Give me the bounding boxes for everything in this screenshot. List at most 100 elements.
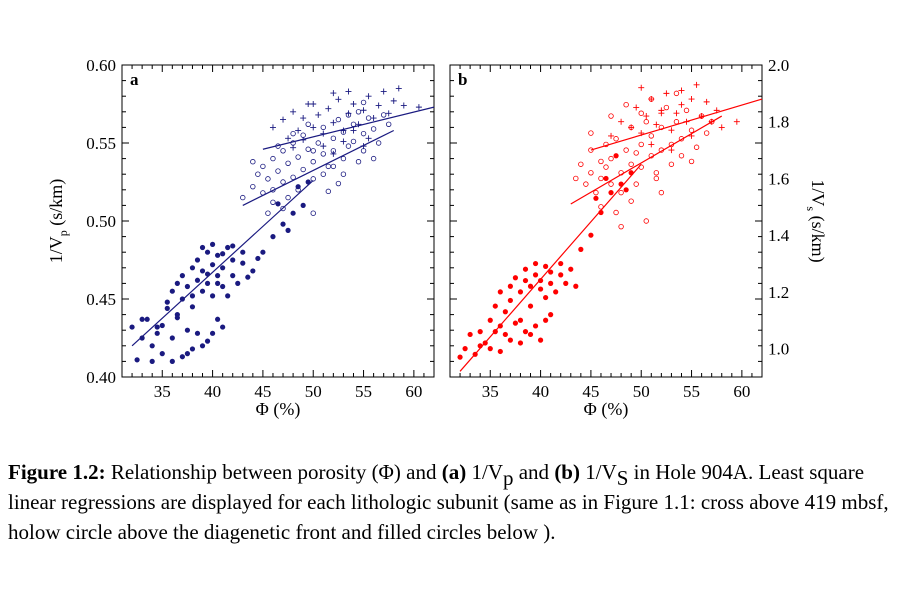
filled-circle-point [189, 346, 196, 352]
filled-circle-point [215, 252, 221, 258]
filled-circle-point [199, 288, 206, 294]
filled-circle-point [159, 351, 165, 357]
filled-circle-point [522, 329, 529, 335]
filled-circle-point [189, 293, 196, 299]
open-circle-point [638, 110, 644, 116]
panel-b: 35 40 45 50 55 60 1.0 1.2 1.4 1.6 1.8 2.0 b Φ (%) 1/Vs… [449, 56, 828, 420]
filled-circle-point [532, 272, 539, 278]
filled-circle-point [507, 297, 513, 304]
cross-point [633, 104, 640, 111]
open-circle-point [628, 124, 634, 131]
open-circle-point [355, 109, 362, 115]
filled-circle-point [220, 283, 226, 290]
filled-circle-point [245, 274, 251, 280]
cross-point [663, 90, 670, 97]
open-circle-point [578, 161, 584, 167]
open-circle-point [693, 144, 700, 150]
filled-circle-point [537, 286, 544, 292]
cross-point [305, 101, 312, 107]
filled-circle-point [189, 304, 196, 310]
open-circle-point [320, 151, 326, 157]
x-tick-label: 35 [482, 382, 499, 401]
open-circle-point [583, 181, 589, 187]
open-circle-point [335, 116, 342, 123]
open-circle-point [598, 175, 604, 182]
filled-circle-point [189, 265, 196, 271]
filled-circle-point [543, 317, 549, 323]
filled-circle-point [462, 346, 468, 352]
open-circle-point [603, 164, 609, 170]
filled-circle-point [563, 280, 569, 286]
x-tick-label: 50 [305, 382, 322, 401]
cross-point [285, 135, 292, 142]
filled-circle-point [184, 327, 191, 333]
filled-circle-point [235, 280, 241, 286]
filled-circle-point [497, 289, 503, 295]
filled-circle-point [129, 324, 135, 330]
y-tick-label: 0.45 [86, 290, 116, 309]
cross-point [693, 81, 700, 88]
cross-point [400, 102, 407, 109]
cross-point [315, 111, 322, 118]
open-circle-point [608, 181, 614, 187]
filled-circle-point [215, 273, 221, 279]
filled-circle-point [199, 343, 206, 349]
filled-circle-point [209, 241, 216, 247]
open-circle-point [608, 155, 614, 162]
filled-circle-point [522, 277, 529, 284]
x-tick-label: 60 [405, 382, 422, 401]
filled-circle-point [159, 322, 165, 329]
open-circle-point [280, 148, 286, 154]
cross-point [390, 97, 397, 104]
caption-part-b: (b) [554, 460, 580, 484]
x-axis-label: Φ (%) [256, 399, 301, 420]
filled-circle-point [184, 283, 191, 290]
filled-circle-point [194, 277, 201, 283]
filled-circle-point [169, 358, 175, 364]
caption-sub-p: p [502, 466, 514, 490]
cross-point [295, 127, 302, 134]
open-circle-point [360, 148, 367, 154]
open-circle-point [633, 181, 639, 187]
cross-point [340, 138, 347, 145]
regression-line [459, 163, 642, 372]
filled-circle-point [260, 249, 266, 255]
panel-label: a [130, 70, 139, 89]
open-circle-point [295, 154, 301, 160]
cross-point [688, 96, 695, 103]
open-circle-point [315, 140, 321, 146]
filled-circle-point [543, 294, 549, 301]
filled-circle-point [492, 303, 498, 309]
filled-circle-point [204, 280, 211, 286]
filled-circle-point [558, 260, 564, 267]
y-axis-label: 1/Vp (s/km) [46, 179, 70, 264]
filled-circle-point [194, 257, 201, 263]
x-tick-label: 45 [254, 382, 271, 401]
cross-point [673, 110, 680, 117]
filled-circle-point [527, 331, 534, 338]
open-circle-point [250, 159, 256, 165]
open-circle-point [330, 148, 337, 154]
open-circle-point [310, 148, 316, 154]
filled-circle-point [270, 234, 276, 240]
filled-circle-point [573, 283, 579, 289]
cross-point [658, 110, 665, 117]
open-circle-point [588, 147, 594, 153]
x-tick-label: 55 [683, 382, 700, 401]
caption-text-3: and [513, 460, 555, 484]
open-circle-point [275, 168, 281, 174]
y-axis-label-sub: p [56, 230, 70, 236]
open-circle-point [270, 155, 276, 162]
filled-circle-point [477, 329, 483, 335]
open-circle-point [360, 130, 367, 137]
cross-point [330, 90, 337, 97]
filled-circle-point [537, 337, 544, 343]
panel-a: 35 40 45 50 55 60 0.40 0.45 0.50 0.55 0.60 a Φ (%) 1/… [46, 56, 435, 420]
filled-circle-point [502, 331, 508, 338]
cross-point [365, 93, 372, 100]
open-circle-point [588, 170, 594, 176]
cross-point [360, 107, 367, 114]
filled-circle-point [209, 330, 216, 336]
filled-circle-point [548, 269, 554, 275]
open-circle-point [270, 199, 276, 205]
